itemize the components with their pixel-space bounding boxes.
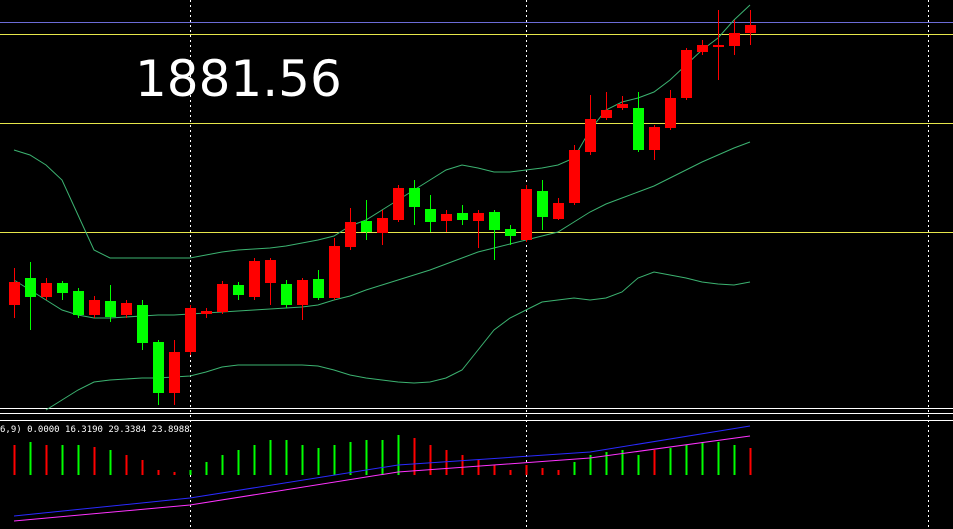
candle-body <box>393 188 404 220</box>
bollinger-band <box>13 141 751 319</box>
candle-body <box>57 283 68 293</box>
candle-body <box>329 246 340 298</box>
candle-body <box>137 305 148 343</box>
candle-body <box>281 284 292 305</box>
price-label: 1881.56 <box>135 50 342 108</box>
candle-body <box>441 214 452 221</box>
candle-body <box>169 352 180 393</box>
indicator-label: 6,9) 0.0000 16.3190 29.3384 23.8988 <box>0 425 190 435</box>
candle-body <box>617 104 628 108</box>
candle-body <box>473 213 484 221</box>
candle-body <box>377 218 388 233</box>
candle-body <box>729 33 740 46</box>
candle-body <box>409 188 420 207</box>
candle-body <box>313 279 324 298</box>
candle-body <box>249 261 260 297</box>
candle-body <box>233 285 244 295</box>
candle-body <box>73 291 84 315</box>
candle-body <box>505 229 516 236</box>
candle-body <box>89 300 100 315</box>
indicator-line <box>13 435 751 522</box>
candle-body <box>745 25 756 33</box>
candle-body <box>201 311 212 314</box>
candle-body <box>585 119 596 152</box>
candle-body <box>633 108 644 150</box>
candle-body <box>601 110 612 118</box>
candle-body <box>665 98 676 128</box>
candle-body <box>457 213 468 220</box>
candle-body <box>9 282 20 305</box>
candle-body <box>297 280 308 305</box>
candle-body <box>25 278 36 297</box>
candle-body <box>697 45 708 52</box>
candle-body <box>489 212 500 230</box>
candle-body <box>713 45 724 47</box>
candle-body <box>217 284 228 312</box>
candle-body <box>153 342 164 393</box>
candle-body <box>41 283 52 297</box>
candle-body <box>681 50 692 98</box>
candle-body <box>121 303 132 315</box>
candle-body <box>425 209 436 222</box>
candle-body <box>649 127 660 150</box>
candle-body <box>553 203 564 219</box>
separators <box>190 0 929 529</box>
candle-body <box>521 189 532 240</box>
candle-body <box>569 150 580 203</box>
indicator-line <box>13 425 751 517</box>
candle-body <box>537 191 548 217</box>
candle-body <box>105 301 116 317</box>
candle-body <box>265 260 276 283</box>
candle-body <box>185 308 196 352</box>
candle-body <box>361 221 372 232</box>
candle-body <box>345 222 356 247</box>
